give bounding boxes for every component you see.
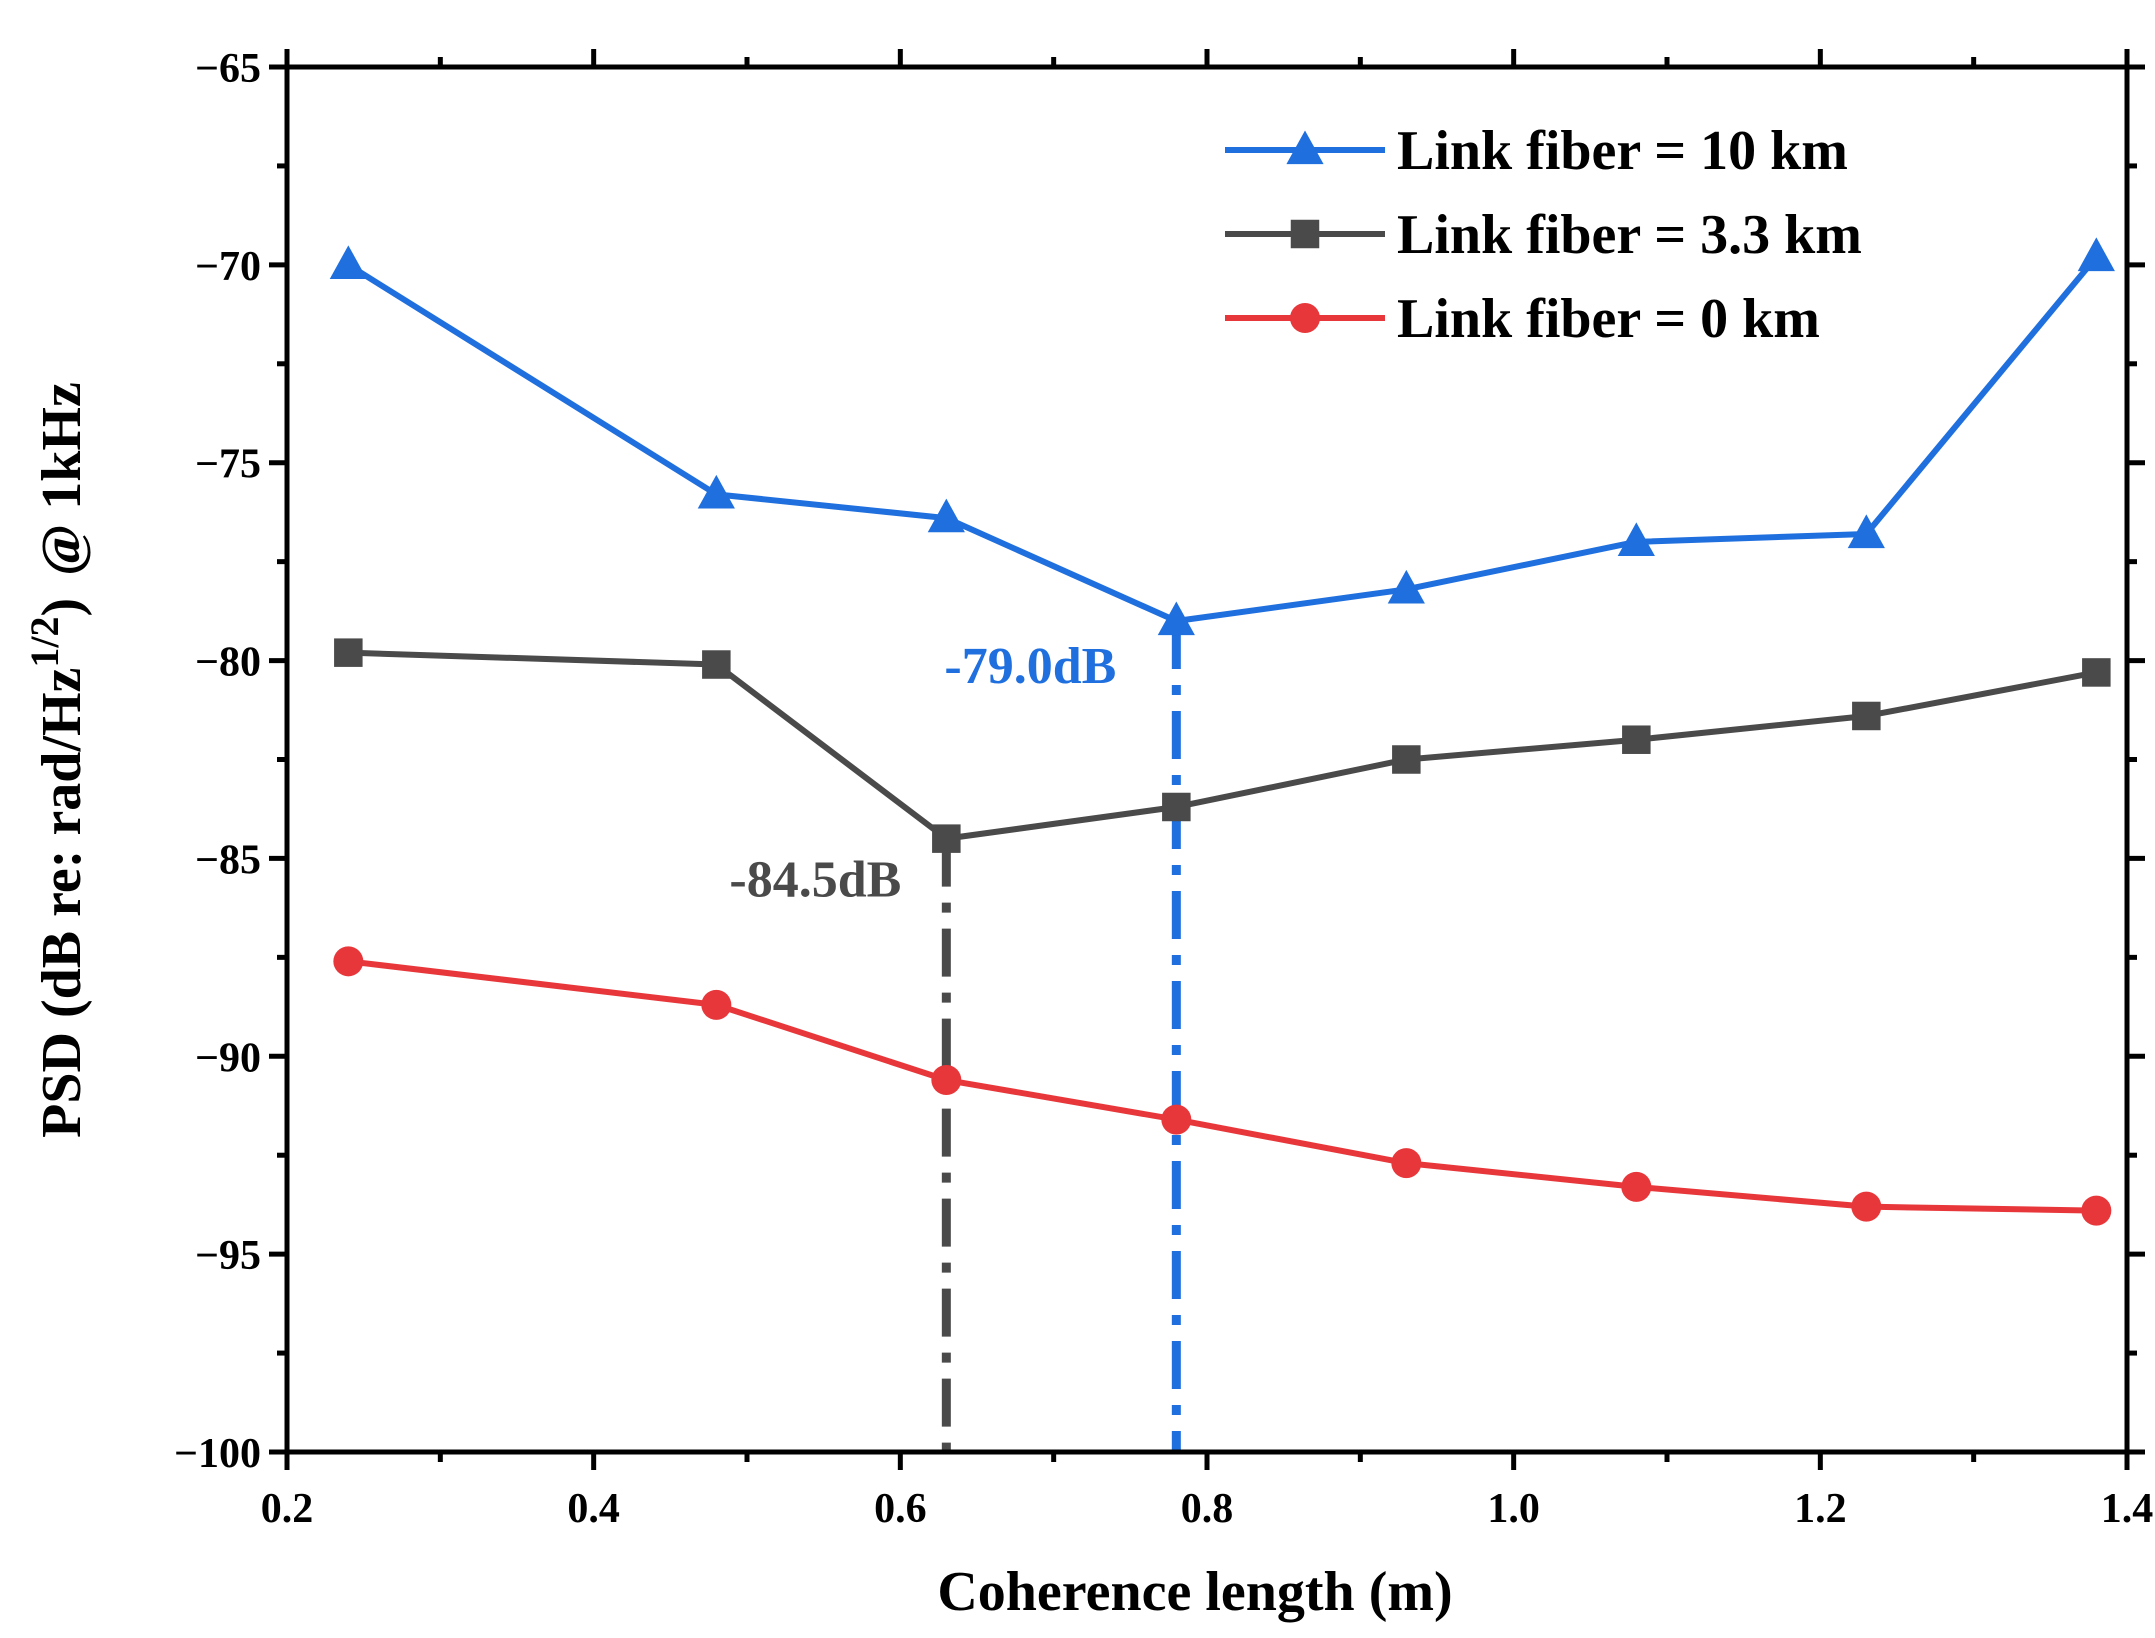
series-3-point-2 xyxy=(701,989,732,1020)
series-2-point-2 xyxy=(702,650,731,679)
y-tick-label: −100 xyxy=(174,1431,261,1477)
series-3-point-8 xyxy=(2081,1195,2112,1226)
series-1-point-1 xyxy=(329,245,367,280)
annotations: -79.0dB -84.5dB xyxy=(729,638,1116,909)
series-1-point-6 xyxy=(1617,522,1655,557)
data-series xyxy=(329,237,2115,1226)
x-axis-title: Coherence length (m) xyxy=(937,1561,1452,1623)
series-2-point-3 xyxy=(932,824,961,853)
series-2-point-5 xyxy=(1392,745,1421,774)
series-2-point-6 xyxy=(1622,725,1651,754)
series-1-point-8 xyxy=(2077,237,2115,272)
series-1-point-2 xyxy=(697,474,735,509)
axes: 0.2 0.4 0.6 0.8 1.0 1.2 1.4 −65 −70 −75 −80 −85 −90 −… xyxy=(174,46,2153,1532)
y-axis-title-main: PSD (dB re: rad/Hz xyxy=(31,668,93,1138)
y-tick-label: −75 xyxy=(195,442,261,488)
y-axis-title-close: ) xyxy=(31,598,93,617)
legend: Link fiber = 10 km Link fiber = 3.3 km Lin… xyxy=(1225,120,1862,350)
y-tick-label: −90 xyxy=(195,1035,261,1081)
series-1-point-3 xyxy=(927,498,965,533)
legend-label-1: Link fiber = 10 km xyxy=(1397,120,1848,182)
legend-marker-2 xyxy=(1290,219,1320,249)
y-tick-label: −80 xyxy=(195,640,261,686)
x-tick-label: 0.8 xyxy=(1181,1486,1234,1532)
x-tick-label: 0.6 xyxy=(874,1486,927,1532)
y-tick-label: −95 xyxy=(195,1233,261,1279)
series-2-point-7 xyxy=(1852,701,1881,731)
series-2-point-8 xyxy=(2082,658,2111,687)
y-axis-title-suffix: @ 1kHz xyxy=(31,382,93,576)
series-3-point-6 xyxy=(1621,1171,1652,1202)
x-tick-label: 1.2 xyxy=(1794,1486,1847,1532)
series-3-point-1 xyxy=(333,946,364,977)
series-3-point-4 xyxy=(1161,1104,1192,1135)
series-2-point-4 xyxy=(1162,792,1191,822)
series-line-3 xyxy=(347,958,2097,1214)
series-1-point-4 xyxy=(1157,601,1195,636)
annotation-drop-lines xyxy=(941,621,1181,1452)
series-1-point-7 xyxy=(1847,514,1885,549)
x-tick-label: 0.2 xyxy=(261,1486,314,1532)
series-3-point-3 xyxy=(931,1065,962,1096)
legend-marker-3 xyxy=(1290,303,1320,333)
annotation-label-1: -79.0dB xyxy=(944,638,1116,695)
plot-frame xyxy=(284,64,2130,1455)
annotation-label-2: -84.5dB xyxy=(729,852,901,909)
x-tick-label: 0.4 xyxy=(567,1486,620,1532)
y-tick-label: −70 xyxy=(195,244,261,290)
series-3-point-7 xyxy=(1851,1191,1882,1222)
x-tick-label: 1.4 xyxy=(2101,1486,2154,1532)
series-line-2 xyxy=(348,649,2097,842)
legend-label-3: Link fiber = 0 km xyxy=(1397,288,1820,350)
series-1-point-5 xyxy=(1387,569,1425,604)
x-tick-label: 1.0 xyxy=(1487,1486,1540,1532)
y-tick-label: −85 xyxy=(195,837,261,883)
legend-label-2: Link fiber = 3.3 km xyxy=(1397,204,1862,266)
legend-marker-1 xyxy=(1286,130,1324,165)
series-2-point-1 xyxy=(334,638,363,667)
y-axis-title-superscript: 1/2 xyxy=(22,616,67,667)
series-line-1 xyxy=(346,255,2099,624)
series-3-point-5 xyxy=(1391,1148,1422,1179)
y-axis-title: PSD (dB re: rad/Hz1/2) @ 1kHz xyxy=(22,382,93,1138)
y-tick-label: −65 xyxy=(195,46,261,92)
